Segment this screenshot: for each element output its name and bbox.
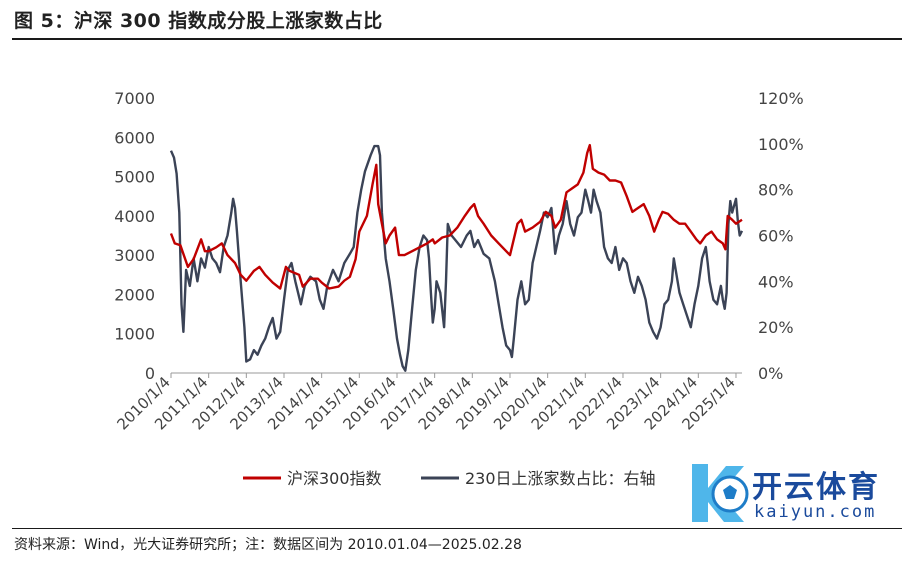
y-right-tick-label: 120% xyxy=(758,89,804,108)
y-right-tick-label: 80% xyxy=(758,181,794,200)
y-left-tick-label: 5000 xyxy=(114,168,155,187)
legend-label: 沪深300指数 xyxy=(287,469,382,488)
y-left-tick-label: 2000 xyxy=(114,285,155,304)
chart-axes: 0 1000 2000 3000 4000 5000 6000 7000 0% 20% 40% 60%… xyxy=(113,89,803,433)
y-right-tick-label: 0% xyxy=(758,364,783,383)
watermark-brand: 开云体育 xyxy=(752,470,880,505)
y-left-tick-label: 1000 xyxy=(114,325,155,344)
series-line-ratio xyxy=(169,144,744,372)
y-right-tick-label: 60% xyxy=(758,227,794,246)
chart-title: 图 5：沪深 300 指数成分股上涨家数占比 xyxy=(14,10,383,32)
series-line-index xyxy=(169,143,743,290)
chart-legend: 沪深300指数 230日上涨家数占比：右轴 xyxy=(243,469,656,488)
y-right-tick-label: 20% xyxy=(758,318,794,337)
watermark-site: kaiyun.com xyxy=(754,502,877,522)
footer-divider xyxy=(12,528,902,529)
y-left-tick-label: 4000 xyxy=(114,207,155,226)
y-right-tick-label: 100% xyxy=(758,135,804,154)
chart-svg: 0 1000 2000 3000 4000 5000 6000 7000 0% 20% 40% 60%… xyxy=(113,89,803,488)
source-note: 资料来源：Wind，光大证券研究所；注：数据区间为 2010.01.04—202… xyxy=(14,537,522,553)
y-left-tick-label: 0 xyxy=(145,364,155,383)
y-right-tick-label: 40% xyxy=(758,272,794,291)
watermark-logo: 开云体育 kaiyun.com xyxy=(686,458,908,528)
y-left-tick-label: 3000 xyxy=(114,246,155,265)
y-left-tick-label: 6000 xyxy=(114,128,155,147)
title-divider xyxy=(12,38,902,40)
y-left-tick-label: 7000 xyxy=(114,89,155,108)
chart-plot xyxy=(169,143,744,372)
legend-label: 230日上涨家数占比：右轴 xyxy=(465,469,656,488)
